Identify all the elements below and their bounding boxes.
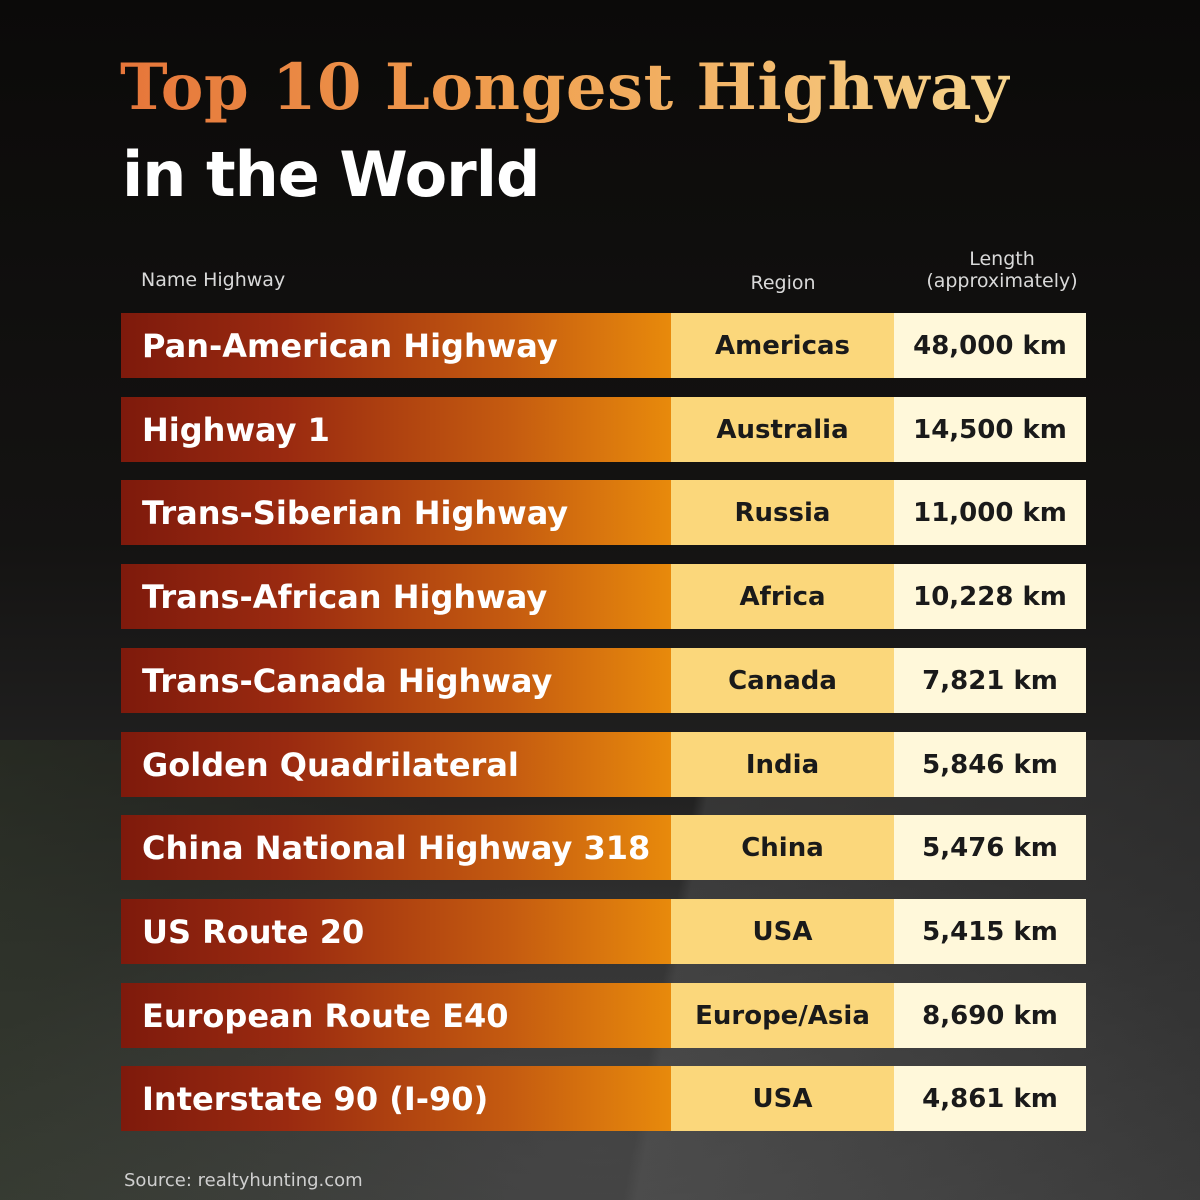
column-header-length: Length (approximately) bbox=[904, 248, 1100, 292]
column-header-region: Region bbox=[750, 272, 816, 294]
region-cell: China bbox=[671, 815, 894, 880]
table-row: Trans-Canada Highway Canada 7,821 km bbox=[121, 648, 1086, 713]
table-row: Interstate 90 (I-90) USA 4,861 km bbox=[121, 1066, 1086, 1131]
region-cell: Americas bbox=[671, 313, 894, 378]
title-line-1: Top 10 Longest Highway bbox=[120, 50, 1010, 125]
length-cell: 11,000 km bbox=[894, 480, 1086, 545]
highway-name-cell: Highway 1 bbox=[121, 397, 671, 462]
region-cell: Canada bbox=[671, 648, 894, 713]
column-header-length-line-1: Length bbox=[969, 248, 1035, 270]
length-cell: 4,861 km bbox=[894, 1066, 1086, 1131]
length-cell: 8,690 km bbox=[894, 983, 1086, 1048]
region-cell: USA bbox=[671, 899, 894, 964]
table-row: Pan-American Highway Americas 48,000 km bbox=[121, 313, 1086, 378]
table-row: Trans-Siberian Highway Russia 11,000 km bbox=[121, 480, 1086, 545]
highway-name-cell: Trans-African Highway bbox=[121, 564, 671, 629]
highway-name-cell: Trans-Canada Highway bbox=[121, 648, 671, 713]
length-cell: 10,228 km bbox=[894, 564, 1086, 629]
highway-background-image bbox=[0, 740, 1200, 1200]
region-cell: Europe/Asia bbox=[671, 983, 894, 1048]
region-cell: Africa bbox=[671, 564, 894, 629]
source-note: Source: realtyhunting.com bbox=[124, 1170, 363, 1191]
highway-name-cell: European Route E40 bbox=[121, 983, 671, 1048]
highway-name-cell: US Route 20 bbox=[121, 899, 671, 964]
highway-name-cell: Interstate 90 (I-90) bbox=[121, 1066, 671, 1131]
highway-name-cell: Golden Quadrilateral bbox=[121, 732, 671, 797]
table-row: Trans-African Highway Africa 10,228 km bbox=[121, 564, 1086, 629]
column-header-name: Name Highway bbox=[141, 269, 286, 291]
region-cell: Australia bbox=[671, 397, 894, 462]
title-line-2: in the World bbox=[122, 138, 540, 211]
table-row: Highway 1 Australia 14,500 km bbox=[121, 397, 1086, 462]
table-row: China National Highway 318 China 5,476 km bbox=[121, 815, 1086, 880]
length-cell: 5,846 km bbox=[894, 732, 1086, 797]
highway-name-cell: Trans-Siberian Highway bbox=[121, 480, 671, 545]
region-cell: India bbox=[671, 732, 894, 797]
highway-name-cell: China National Highway 318 bbox=[121, 815, 671, 880]
region-cell: Russia bbox=[671, 480, 894, 545]
table-row: Golden Quadrilateral India 5,846 km bbox=[121, 732, 1086, 797]
length-cell: 7,821 km bbox=[894, 648, 1086, 713]
length-cell: 14,500 km bbox=[894, 397, 1086, 462]
length-cell: 5,415 km bbox=[894, 899, 1086, 964]
length-cell: 5,476 km bbox=[894, 815, 1086, 880]
length-cell: 48,000 km bbox=[894, 313, 1086, 378]
table-row: US Route 20 USA 5,415 km bbox=[121, 899, 1086, 964]
table-row: European Route E40 Europe/Asia 8,690 km bbox=[121, 983, 1086, 1048]
column-header-length-line-2: (approximately) bbox=[926, 270, 1078, 292]
highway-name-cell: Pan-American Highway bbox=[121, 313, 671, 378]
region-cell: USA bbox=[671, 1066, 894, 1131]
